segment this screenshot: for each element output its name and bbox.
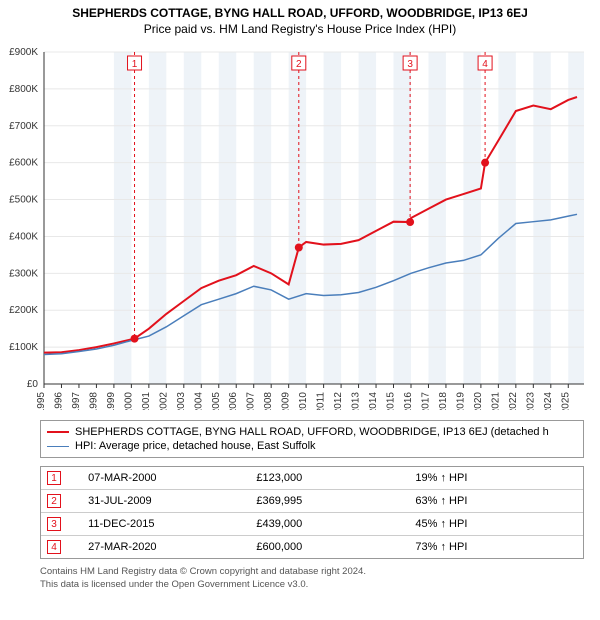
x-axis-label: 2017 [420, 392, 431, 410]
sales-table: 1 07-MAR-2000£123,00019% ↑ HPI 2 31-JUL-200… [40, 466, 584, 559]
y-axis-label: £100K [9, 342, 38, 353]
y-axis-label: £600K [9, 158, 38, 169]
sale-marker-label: 2 [296, 59, 302, 70]
x-axis-label: 2024 [543, 392, 554, 410]
sale-date: 07-MAR-2000 [78, 472, 246, 484]
table-row: 3 11-DEC-2015£439,00045% ↑ HPI [41, 512, 583, 535]
chart-area: £0 £100K £200K £300K £400K £500K £600K £700K £80… [0, 0, 600, 410]
sale-marker-label: 3 [407, 59, 413, 70]
sale-price: £369,995 [246, 495, 405, 507]
footer-line1: Contains HM Land Registry data © Crown c… [40, 566, 366, 579]
x-axis-label: 2005 [211, 392, 222, 410]
footer-line2: This data is licensed under the Open Gov… [40, 579, 366, 592]
legend-swatch [47, 446, 69, 447]
x-axis-label: 2001 [141, 392, 152, 410]
sale-marker-icon: 2 [47, 494, 61, 508]
x-axis-label: 1998 [88, 392, 99, 410]
legend-box: SHEPHERDS COTTAGE, BYNG HALL ROAD, UFFOR… [40, 420, 584, 458]
x-axis-label: 2003 [176, 392, 187, 410]
sale-marker-label: 1 [132, 59, 138, 70]
x-axis-label: 1999 [106, 392, 117, 410]
table-row: 4 27-MAR-2020£600,00073% ↑ HPI [41, 535, 583, 558]
sale-marker-icon: 3 [47, 517, 61, 531]
x-axis-label: 1997 [71, 392, 82, 410]
x-axis-label: 2023 [525, 392, 536, 410]
legend-item: SHEPHERDS COTTAGE, BYNG HALL ROAD, UFFOR… [47, 425, 577, 439]
y-axis-label: £400K [9, 231, 38, 242]
x-axis-label: 2011 [316, 392, 327, 410]
y-axis-label: £900K [9, 47, 38, 58]
x-axis-label: 2000 [123, 392, 134, 410]
legend-item: HPI: Average price, detached house, East… [47, 439, 577, 453]
x-axis-label: 2006 [228, 392, 239, 410]
x-axis-label: 2019 [455, 392, 466, 410]
legend-swatch [47, 431, 69, 433]
x-axis-label: 1995 [36, 392, 47, 410]
y-axis-label: £500K [9, 195, 38, 206]
x-axis-label: 2007 [246, 392, 257, 410]
x-axis-label: 2010 [298, 392, 309, 410]
sale-price: £439,000 [246, 518, 405, 530]
sale-date: 27-MAR-2020 [78, 541, 246, 553]
footer-attribution: Contains HM Land Registry data © Crown c… [40, 566, 366, 592]
sale-delta: 73% ↑ HPI [405, 541, 583, 553]
sale-marker-label: 4 [482, 59, 488, 70]
y-axis-label: £800K [9, 84, 38, 95]
x-axis-label: 2021 [490, 392, 501, 410]
sale-price: £600,000 [246, 541, 405, 553]
sale-marker-icon: 1 [47, 471, 61, 485]
y-axis-label: £200K [9, 305, 38, 316]
sale-delta: 63% ↑ HPI [405, 495, 583, 507]
x-axis-label: 2008 [263, 392, 274, 410]
sale-marker-icon: 4 [47, 540, 61, 554]
y-axis-label: £0 [27, 379, 39, 390]
sale-date: 11-DEC-2015 [78, 518, 246, 530]
x-axis-label: 2013 [351, 392, 362, 410]
x-axis-label: 2014 [368, 392, 379, 410]
x-axis-label: 2015 [386, 392, 397, 410]
sale-price: £123,000 [246, 472, 405, 484]
x-axis-label: 1996 [53, 392, 64, 410]
y-axis-label: £700K [9, 121, 38, 132]
table-row: 2 31-JUL-2009£369,99563% ↑ HPI [41, 489, 583, 512]
sale-date: 31-JUL-2009 [78, 495, 246, 507]
legend-label: HPI: Average price, detached house, East… [75, 440, 316, 452]
x-axis-label: 2022 [508, 392, 519, 410]
y-axis-label: £300K [9, 268, 38, 279]
table-row: 1 07-MAR-2000£123,00019% ↑ HPI [41, 467, 583, 489]
legend-label: SHEPHERDS COTTAGE, BYNG HALL ROAD, UFFOR… [75, 426, 549, 438]
x-axis-label: 2018 [438, 392, 449, 410]
x-axis-label: 2020 [473, 392, 484, 410]
x-axis-label: 2012 [333, 392, 344, 410]
x-axis-label: 2025 [560, 392, 571, 410]
x-axis-label: 2009 [281, 392, 292, 410]
x-axis-label: 2002 [158, 392, 169, 410]
x-axis-label: 2016 [403, 392, 414, 410]
sale-delta: 19% ↑ HPI [405, 472, 583, 484]
sale-delta: 45% ↑ HPI [405, 518, 583, 530]
x-axis-label: 2004 [193, 392, 204, 410]
